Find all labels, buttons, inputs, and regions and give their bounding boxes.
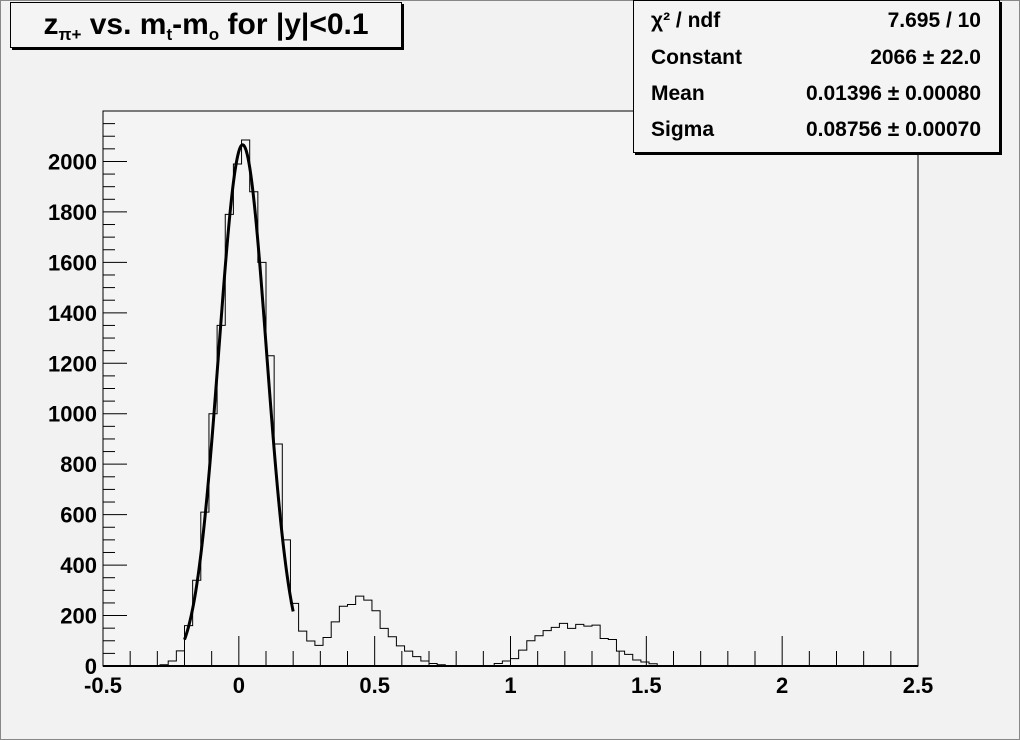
stats-label: χ² / ndf [651, 9, 721, 32]
y-tick-label: 600 [60, 503, 97, 528]
y-tick-label: 0 [85, 654, 97, 679]
x-tick-label: -0.5 [84, 673, 122, 698]
stats-row-constant: Constant 2066 ± 22.0 [634, 40, 999, 76]
y-tick-label: 200 [60, 604, 97, 629]
stats-row-sigma: Sigma 0.08756 ± 0.00070 [634, 112, 999, 148]
stats-label: Constant [651, 46, 742, 69]
title-part: z [43, 8, 59, 41]
stats-label: Mean [651, 82, 705, 105]
x-tick-label: 2.5 [903, 673, 934, 698]
title-sub: π+ [58, 25, 82, 44]
title-part: vs. m [81, 8, 167, 41]
y-tick-label: 1200 [48, 351, 97, 376]
y-tick-label: 2000 [48, 149, 97, 174]
x-tick-label: 1 [504, 673, 516, 698]
title-sub: o [208, 25, 220, 44]
stats-value: 0.01396 ± 0.00080 [805, 82, 981, 105]
title-sub: t [166, 25, 173, 44]
stats-value: 7.695 / 10 [887, 9, 981, 32]
x-tick-label: 1.5 [631, 673, 662, 698]
y-tick-label: 1400 [48, 301, 97, 326]
y-tick-label: 800 [60, 452, 97, 477]
y-tick-label: 1600 [48, 250, 97, 275]
stats-value: 0.08756 ± 0.00070 [805, 118, 981, 141]
stats-row-chi2: χ² / ndf 7.695 / 10 [634, 3, 999, 39]
x-tick-label: 2 [776, 673, 788, 698]
stats-value: 2066 ± 22.0 [870, 46, 981, 69]
y-tick-label: 1000 [48, 402, 97, 427]
stats-row-mean: Mean 0.01396 ± 0.00080 [634, 76, 999, 112]
gaussian-fit-curve [183, 143, 295, 641]
x-tick-label: 0.5 [359, 673, 390, 698]
plot-frame [102, 110, 919, 667]
chart-title: zπ+ vs. mt-mo for |y|<0.1 [10, 2, 402, 48]
y-tick-label: 400 [60, 553, 97, 578]
stats-label: Sigma [651, 118, 715, 141]
title-part: for |y|<0.1 [219, 8, 369, 41]
fit-stats-box: χ² / ndf 7.695 / 10 Constant 2066 ± 22.0 M… [633, 0, 1000, 153]
x-tick-label: 0 [233, 673, 245, 698]
y-tick-label: 1800 [48, 200, 97, 225]
title-part: -m [172, 8, 209, 41]
